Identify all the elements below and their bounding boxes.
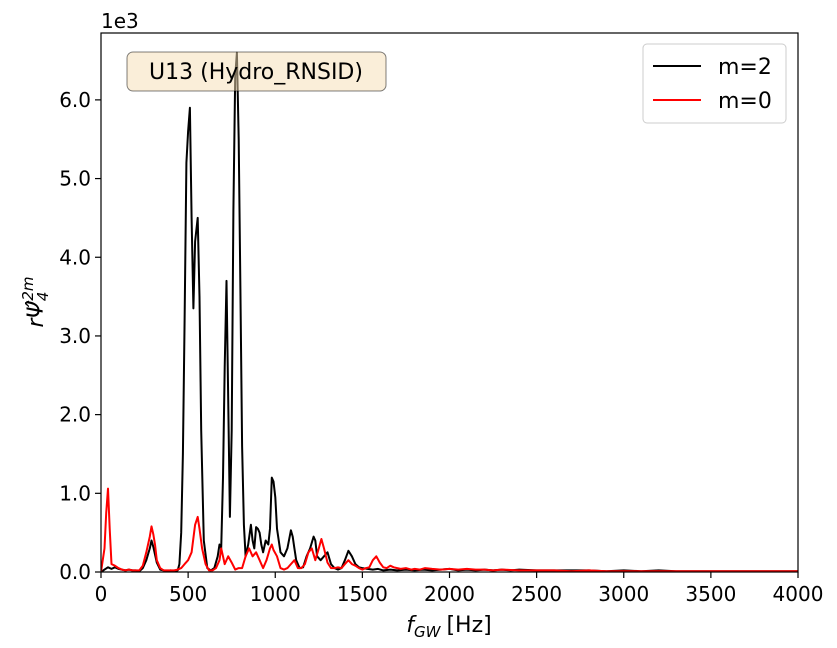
x-axis-label: fGW [Hz]	[406, 613, 491, 641]
legend-frame	[642, 43, 787, 124]
legend: m=2 m=0	[642, 43, 787, 124]
y-tick-label: 1.0	[59, 481, 91, 505]
y-axis-label-sub: 4	[34, 292, 52, 302]
x-axis-label-var: f	[406, 613, 417, 638]
y-tick-label: 4.0	[59, 245, 91, 269]
series-line-m=0	[101, 487, 798, 572]
x-axis: 0 500 1000 1500 2000 2500 3000 3500 4000	[95, 572, 824, 606]
annotation-box: U13 (Hydro_RNSID)	[126, 51, 387, 92]
x-tick-label: 3000	[598, 582, 649, 606]
annotation-text: U13 (Hydro_RNSID)	[149, 60, 363, 85]
x-axis-label-unit: [Hz]	[446, 613, 491, 638]
y-tick-label: 6.0	[59, 88, 91, 112]
annotation-box-bg	[126, 51, 387, 92]
y-axis-label: rΨ̂42m	[19, 276, 52, 327]
x-tick-label: 2500	[511, 582, 562, 606]
x-tick-label: 1500	[337, 582, 388, 606]
y-tick-label: 3.0	[59, 324, 91, 348]
legend-label-m2: m=2	[718, 55, 772, 80]
x-tick-label: 0	[95, 582, 108, 606]
y-tick-label: 2.0	[59, 403, 91, 427]
x-tick-label: 500	[169, 582, 207, 606]
x-tick-label: 1000	[250, 582, 301, 606]
x-tick-label: 4000	[773, 582, 824, 606]
legend-label-m0: m=0	[718, 89, 772, 114]
y-tick-label: 5.0	[59, 167, 91, 191]
y-axis-label-main: rΨ̂	[24, 300, 49, 327]
y-axis: 0.0 1.0 2.0 3.0 4.0 5.0 6.0	[59, 88, 101, 584]
x-tick-label: 2000	[424, 582, 475, 606]
x-tick-label: 3500	[685, 582, 736, 606]
y-offset-label: 1e3	[101, 9, 139, 33]
x-axis-label-sub: GW	[414, 623, 442, 641]
y-axis-label-sup: 2m	[19, 276, 37, 300]
y-tick-label: 0.0	[59, 560, 91, 584]
plot-area	[101, 51, 798, 572]
